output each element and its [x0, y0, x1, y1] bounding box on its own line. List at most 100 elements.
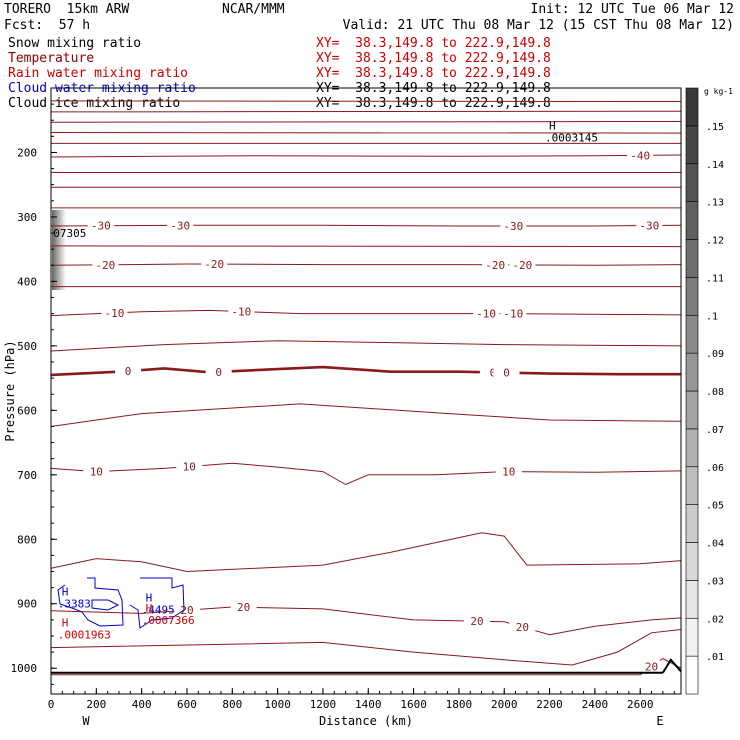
- cloud-ice-shading: [52, 210, 66, 290]
- isotherm-label: 20: [237, 601, 250, 614]
- isotherm-label-bg: [638, 660, 665, 673]
- isotherm-line: [50, 340, 682, 352]
- x-axis-label: Distance (km): [319, 714, 413, 728]
- isotherm-line: [50, 132, 682, 134]
- field-name: Cloud water mixing ratio: [8, 81, 196, 96]
- isotherm-label: -20: [512, 259, 532, 272]
- colorbar-tick-label: .15: [706, 122, 724, 133]
- x-tick-label: 2400: [582, 698, 609, 711]
- colorbar-swatch: [685, 314, 699, 354]
- isotherm-label-bg: [87, 219, 114, 232]
- colorbar-tick-label: .14: [706, 160, 724, 171]
- colorbar-tick-label: .06: [706, 463, 724, 474]
- isotherm-label-bg: [482, 258, 509, 271]
- y-tick-label: 400: [17, 275, 37, 288]
- init-time: Init: 12 UTC Tue 06 Mar 12: [530, 2, 735, 17]
- isotherm-label-bg: [173, 604, 200, 617]
- y-tick-label: 600: [17, 404, 37, 417]
- colorbar-swatch: [685, 239, 699, 278]
- field-xy: XY= 38.3,149.8 to 222.9,149.8: [316, 66, 551, 81]
- field-xy: XY= 38.3,149.8 to 222.9,149.8: [316, 36, 551, 51]
- isotherm-line: [50, 462, 682, 486]
- extremum-value: .0003145: [545, 132, 598, 145]
- x-tick-label: 1600: [400, 698, 427, 711]
- east-label: E: [656, 714, 663, 728]
- isotherms: -40 -30 -30 -30 -30 -20 -20 -20 -20 -10 -10 -10 -10 0…: [50, 100, 682, 676]
- field-name: Temperature: [8, 51, 95, 66]
- isotherm-line: [50, 309, 682, 317]
- colorbar-swatch: [685, 125, 699, 165]
- isotherm-line: [50, 110, 682, 113]
- y-tick-label: 700: [17, 469, 37, 482]
- isotherm-label-bg: [464, 615, 491, 628]
- y-tick-label: 300: [17, 211, 37, 224]
- isotherm-label: 0: [490, 366, 497, 379]
- plot-frame: 0 200 400 600 800 1000 1200 1400 1600 1800 2000 220…: [3, 87, 682, 728]
- isotherm-label: -20: [204, 258, 224, 271]
- colorbar-tick-label: .08: [706, 387, 724, 398]
- isotherm-label: 10: [183, 460, 196, 473]
- isotherm-label-bg: [115, 365, 142, 378]
- colorbar-swatch: [685, 428, 699, 468]
- west-label: W: [82, 714, 90, 728]
- x-tick-label: 2600: [627, 698, 654, 711]
- x-tick-label: 0: [48, 698, 55, 711]
- field-name: Cloud ice mixing ratio: [8, 96, 181, 111]
- y-tick-label: 1000: [11, 662, 38, 675]
- colorbar-swatch: [685, 277, 699, 316]
- isotherm-line: [50, 100, 682, 102]
- isotherm-label: -30: [91, 220, 111, 233]
- colorbar-tick-label: .1: [706, 311, 718, 322]
- isotherm-label-bg: [101, 306, 128, 319]
- extremum-value: .0007366: [142, 614, 195, 627]
- y-axis-label: Pressure (hPa): [3, 340, 17, 441]
- colorbar-tick-label: .09: [706, 349, 724, 360]
- isotherm-label-bg: [500, 219, 527, 232]
- isotherm-label: 10: [90, 466, 103, 479]
- isotherm-label-bg: [636, 219, 663, 232]
- colorbar-swatch: [685, 542, 699, 581]
- colorbar-swatch: [685, 466, 699, 505]
- isotherm-label: 20: [645, 661, 658, 674]
- isotherm-line: [50, 263, 682, 266]
- isotherm-label: -10: [231, 306, 251, 319]
- colorbar-tick-label: .11: [706, 273, 724, 284]
- isotherm-label: -40: [630, 149, 650, 162]
- field-name: Rain water mixing ratio: [8, 66, 189, 81]
- colorbar-swatch: [685, 504, 699, 543]
- isotherm-line: [50, 403, 682, 427]
- isotherm-label: 0: [503, 367, 510, 380]
- isotherm-label-bg: [176, 460, 203, 473]
- isotherm-label-bg: [228, 305, 255, 318]
- colorbar-tick-label: .04: [706, 539, 724, 550]
- isotherm-label: 0: [215, 366, 222, 379]
- cloud-water-contour: [57, 577, 124, 627]
- extremum-value: .4495: [142, 603, 175, 616]
- x-tick-label: 2000: [491, 698, 518, 711]
- isotherm-label: -30: [639, 220, 659, 233]
- x-tick-label: 1200: [310, 698, 337, 711]
- x-tick-label: 1000: [264, 698, 291, 711]
- isotherm-label-bg: [230, 601, 257, 614]
- colorbar-swatch: [685, 352, 699, 392]
- field-xy: XY= 38.3,149.8 to 222.9,149.8: [316, 51, 551, 66]
- colorbar-swatch: [685, 655, 699, 695]
- colorbar-tick-label: .05: [706, 501, 724, 512]
- extremum-mark: H: [62, 586, 69, 599]
- isotherm-line: [50, 629, 682, 666]
- colorbar-swatch: [685, 390, 699, 430]
- extremum-value: .0001963: [58, 629, 111, 642]
- cloud-water-contour: [129, 577, 185, 629]
- extremum-mark: H: [146, 591, 153, 604]
- isotherm-label: 20: [470, 615, 483, 628]
- isotherm-label: -20: [95, 259, 115, 272]
- isotherm-label-bg: [473, 307, 500, 320]
- x-tick-label: 600: [177, 698, 197, 711]
- annotations: H.000314507305H.3383H.0001963H.4495H.000…: [53, 120, 598, 642]
- isotherm-label: 0: [125, 365, 132, 378]
- isotherm-label-bg: [205, 365, 232, 378]
- isotherm-label-bg: [509, 258, 536, 271]
- isotherm-label-bg: [92, 258, 119, 271]
- x-tick-label: 2200: [536, 698, 563, 711]
- colorbar-tick-label: .12: [706, 236, 724, 247]
